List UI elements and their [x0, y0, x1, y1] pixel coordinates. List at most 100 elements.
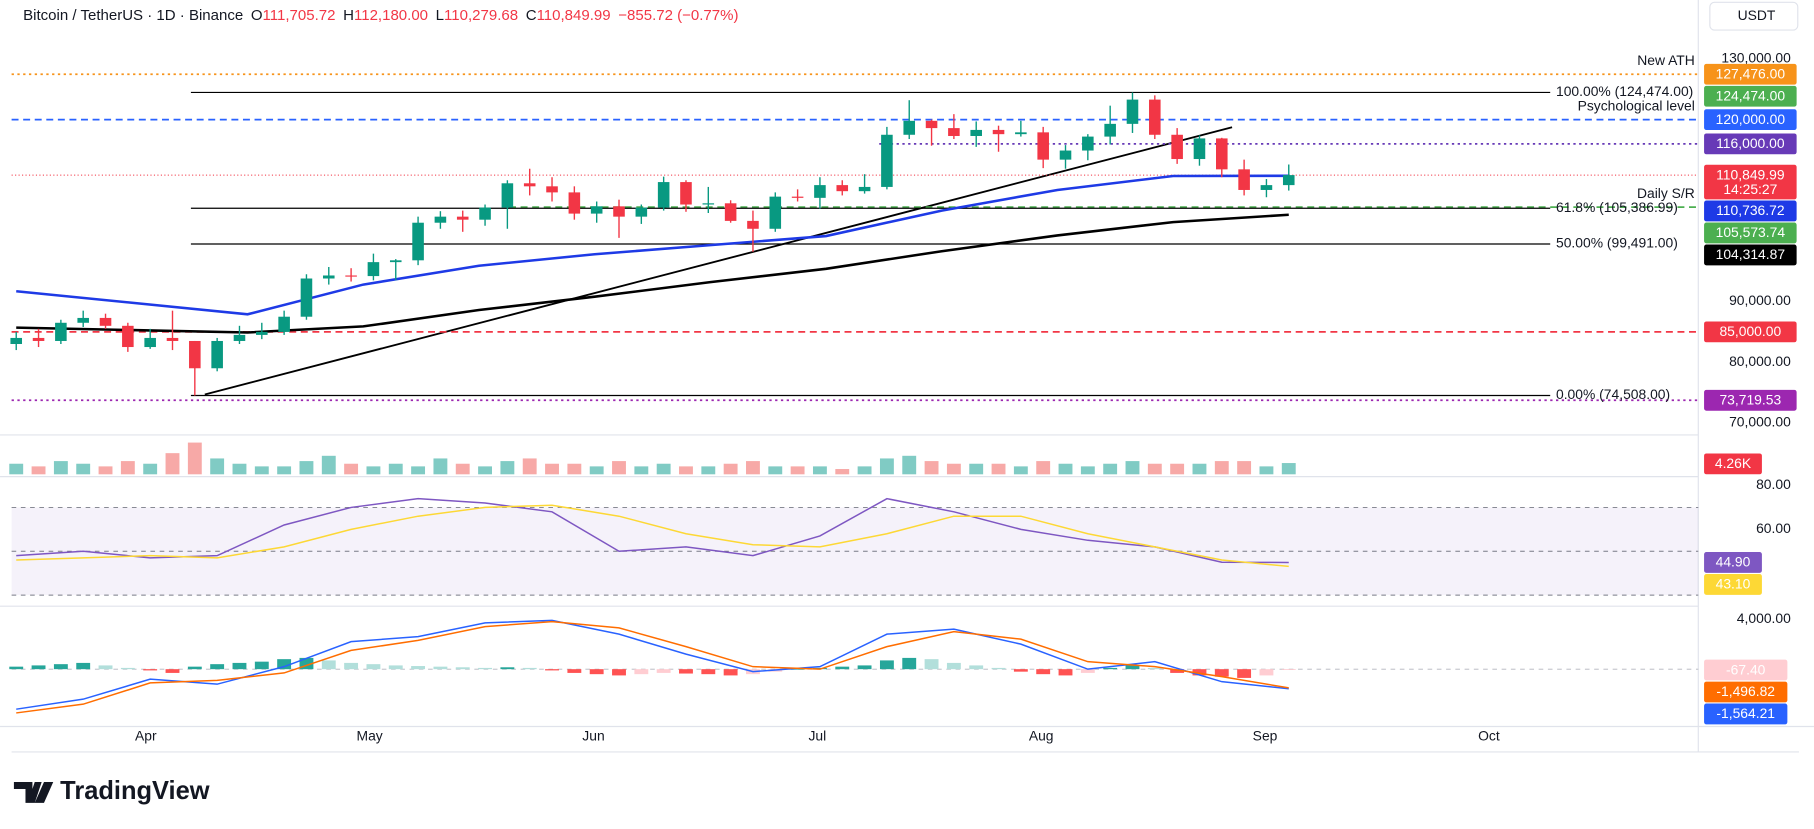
macd-histogram [433, 666, 448, 670]
volume-bar [522, 458, 537, 475]
moving-average [16, 174, 1289, 316]
volume-bar [1103, 463, 1118, 475]
macd-histogram [612, 669, 626, 676]
candle-body [367, 262, 380, 277]
macd-histogram [545, 669, 559, 671]
candle-body [1260, 185, 1273, 190]
candle-body [1015, 132, 1027, 135]
candle-body [568, 192, 581, 214]
ohlc-key: O [251, 7, 263, 24]
volume-bar [723, 463, 738, 475]
y-tick-label: 80.00 [1756, 476, 1791, 492]
y-tick-label: 70,000.00 [1729, 414, 1791, 430]
price-badge-label: 73,719.53 [1719, 392, 1781, 408]
price-badge-label: 110,849.99 [1716, 166, 1785, 182]
candle-body [166, 337, 179, 341]
volume-bar [478, 466, 492, 475]
macd-histogram [411, 666, 426, 670]
price-badge [1704, 222, 1797, 244]
volume-bar [746, 461, 760, 475]
currency[interactable]: USDT [1738, 7, 1776, 23]
macd-histogram [1147, 667, 1162, 670]
x-tick-label: Jun [582, 728, 604, 744]
candle-body [546, 186, 558, 193]
macd-badge-label: -1,496.82 [1716, 683, 1775, 699]
macd-histogram [120, 667, 135, 670]
volume-bar [1281, 463, 1296, 475]
candle-body [747, 220, 759, 229]
volume-bar [76, 463, 91, 475]
candle-body [724, 203, 737, 221]
volume-bar [98, 466, 113, 475]
annotation: New ATH [1637, 52, 1695, 68]
macd-histogram [1237, 669, 1252, 678]
candle-body [791, 196, 804, 198]
x-tick-label: Jul [808, 728, 826, 744]
candle-body [635, 207, 648, 217]
candle-body [881, 134, 893, 187]
volume-badge-label: 4.26K [1715, 455, 1752, 471]
y-tick-label: 90,000.00 [1729, 292, 1791, 308]
ohlc-key: L [436, 7, 444, 24]
candle-body [77, 317, 89, 323]
fib-label: 61.8% (105,386.99) [1556, 199, 1678, 215]
price-badge [1704, 109, 1797, 131]
rsi-badge [1704, 552, 1762, 573]
volume-bar [612, 461, 626, 475]
volume-bar [455, 463, 470, 475]
y-tick-label: 80,000.00 [1729, 353, 1791, 369]
candle-body [1171, 134, 1183, 160]
macd-histogram [835, 666, 850, 670]
ohlc-key: C [526, 7, 537, 24]
macd-badge-label: -1,564.21 [1716, 705, 1775, 721]
volume-bar [1214, 461, 1229, 475]
candle-body [456, 216, 469, 220]
volume-bar [768, 466, 783, 475]
macd-histogram [991, 667, 1006, 670]
macd-histogram [98, 665, 113, 670]
price-badge-label: 104,314.87 [1716, 246, 1786, 262]
rsi-line [16, 497, 1289, 564]
candle-body [1238, 169, 1250, 190]
macd-histogram [1080, 669, 1095, 673]
macd-histogram [344, 662, 359, 670]
volume-badge [1704, 453, 1762, 475]
macd-histogram [969, 665, 984, 670]
volume-bar [1058, 463, 1073, 475]
volume-bar [946, 463, 961, 475]
macd-histogram [254, 661, 269, 670]
volume-bar [1013, 466, 1028, 475]
currency-box[interactable] [1709, 1, 1799, 31]
price-badge [1704, 389, 1797, 411]
ohlc-value: 110,849.99 [537, 7, 611, 24]
ohlc-value: 111,705.72 [263, 7, 336, 24]
candle-body [992, 129, 1005, 135]
macd-badge-label: -67.40 [1726, 661, 1766, 677]
volume-bar [1036, 461, 1051, 475]
volume-bar [1192, 463, 1207, 475]
rsi-badge-label: 44.90 [1716, 554, 1751, 570]
volume-bar [232, 463, 247, 475]
macd-histogram [388, 665, 403, 670]
candle-body [948, 128, 960, 136]
volume-bar [812, 466, 827, 475]
candle-body [657, 182, 670, 208]
candle-body [1037, 132, 1049, 160]
volume-bar [500, 461, 515, 475]
volume-bar [299, 461, 314, 475]
macd-badge [1704, 681, 1788, 703]
volume-bar [902, 455, 917, 475]
macd-histogram [232, 662, 247, 670]
macd-histogram [1013, 669, 1028, 672]
candle-body [1149, 99, 1161, 135]
annotation: Daily S/R [1637, 185, 1695, 201]
x-tick-label: Oct [1478, 728, 1500, 744]
volume-bar [31, 466, 46, 475]
volume-bar [545, 463, 559, 475]
candle-body [501, 183, 514, 208]
volume-bar [589, 466, 604, 475]
volume-bar [344, 463, 359, 475]
candle-body [613, 206, 625, 217]
price-badge [1704, 200, 1797, 222]
